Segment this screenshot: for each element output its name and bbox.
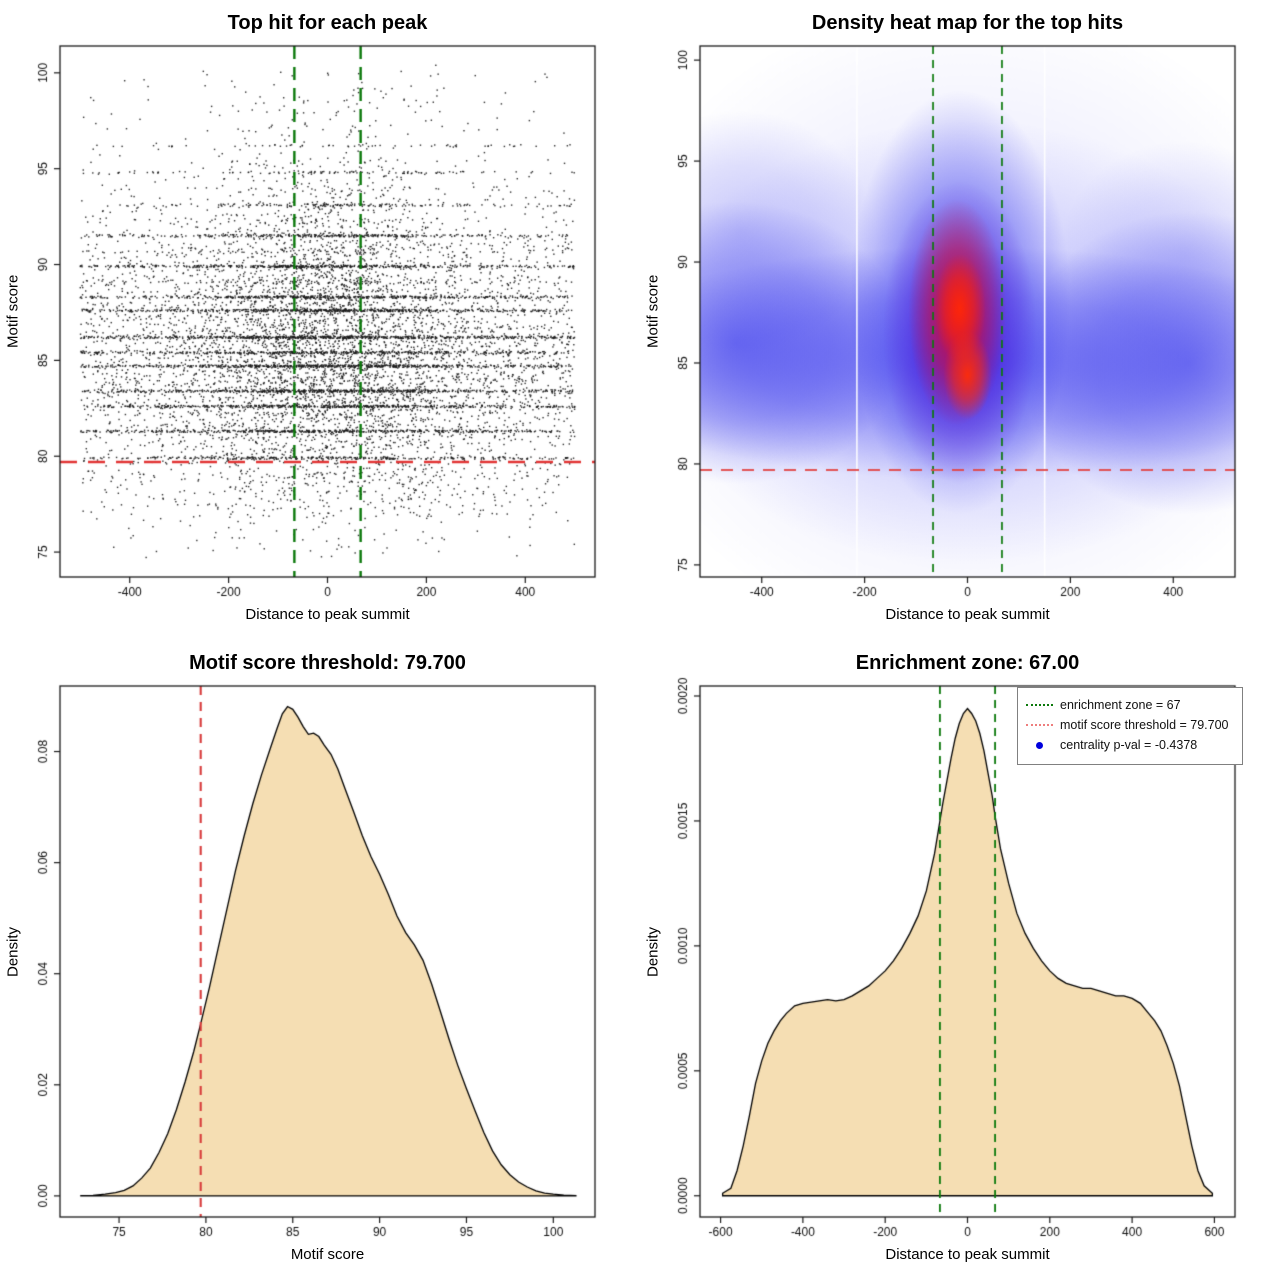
legend: enrichment zone = 67 motif score thresho… [1017,687,1243,765]
panel-distance-density: Enrichment zone: 67.00 Distance to peak … [640,640,1280,1280]
x-axis-label: Distance to peak summit [885,1246,1050,1263]
legend-label: motif score threshold = 79.700 [1060,718,1229,732]
y-axis-label: Motif score [644,274,662,349]
y-axis-label: Motif score [4,274,22,349]
motif-density-plot-canvas [0,640,640,1280]
panel-title: Density heat map for the top hits [811,12,1124,34]
blue-dot-icon [1026,741,1060,749]
legend-label: enrichment zone = 67 [1060,698,1181,712]
x-axis-label: Distance to peak summit [885,606,1050,623]
red-dotted-line-icon [1026,724,1060,726]
heatmap-plot-canvas [640,0,1280,640]
legend-row: motif score threshold = 79.700 [1026,715,1234,735]
green-dotted-line-icon [1026,704,1060,706]
legend-label: centrality p-val = -0.4378 [1060,738,1198,752]
panel-density-heatmap: Density heat map for the top hits Distan… [640,0,1280,640]
scatter-plot-canvas [0,0,640,640]
x-axis-label: Motif score [290,1246,365,1263]
panel-title: Motif score threshold: 79.700 [189,652,466,674]
x-axis-label: Distance to peak summit [245,606,410,623]
y-axis-label: Density [644,926,662,977]
panel-title: Top hit for each peak [227,12,428,34]
panel-motif-score-density: Motif score threshold: 79.700 Motif scor… [0,640,640,1280]
panel-title: Enrichment zone: 67.00 [855,652,1080,674]
legend-row: centrality p-val = -0.4378 [1026,735,1234,755]
panel-top-hit-scatter: Top hit for each peak Distance to peak s… [0,0,640,640]
y-axis-label: Density [4,926,22,977]
legend-row: enrichment zone = 67 [1026,695,1234,715]
